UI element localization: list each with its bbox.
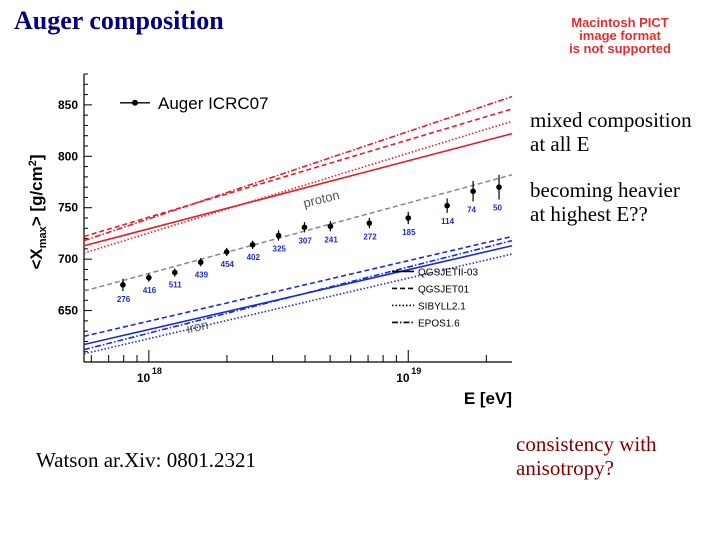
legend-model-name: QGSJET01 [418, 284, 470, 295]
legend-data-marker [132, 99, 138, 106]
x-tick-exponent: 19 [411, 366, 421, 376]
data-marker [405, 215, 412, 221]
data-marker [444, 202, 450, 209]
note-anisotropy-line-1: consistency with [516, 432, 657, 456]
y-tick-label: 750 [58, 201, 78, 215]
pict-line-1: Macintosh PICT [571, 15, 669, 30]
data-marker [146, 274, 152, 281]
event-count-label: 185 [402, 228, 416, 237]
note-mixed-line-2: at all E [530, 132, 590, 156]
y-axis-label-part: <X [27, 248, 46, 270]
data-point: 276 [117, 278, 131, 304]
chart-legend: Auger ICRC07 QGSJETII-03 QGSJET01 SIBYLL2.1… [120, 94, 478, 329]
data-point: 511 [169, 268, 182, 290]
data-point: 50 [493, 174, 502, 212]
x-tick-base: 10 [396, 371, 410, 385]
y-axis-label-part: 2 [27, 160, 39, 166]
iron-label: iron [185, 317, 209, 336]
data-marker [366, 220, 373, 226]
elongation-fit-line [83, 174, 513, 292]
event-count-label: 325 [273, 245, 287, 254]
event-count-label: 50 [493, 203, 502, 212]
note-anisotropy-line-2: anisotropy? [516, 456, 614, 480]
iron-line [83, 239, 513, 351]
pict-line-3: is not supported [569, 41, 671, 56]
event-count-label: 74 [467, 206, 476, 215]
note-mixed-line-1: mixed composition [530, 108, 692, 132]
data-point: 439 [195, 258, 209, 279]
note-becoming-heavier: becoming heavier at highest E?? [530, 178, 720, 226]
data-marker [171, 269, 178, 276]
data-marker [470, 188, 476, 195]
note-heavier-line-1: becoming heavier [530, 178, 680, 202]
data-fit [83, 174, 513, 292]
proton-line [83, 95, 513, 242]
data-point: 272 [363, 218, 377, 241]
proton-line [83, 132, 513, 247]
axis-labels: <Xmax> [g/cm2] E [eV] [27, 154, 512, 408]
legend-model-name: EPOS1.6 [418, 318, 460, 329]
data-point: 185 [402, 211, 416, 237]
data-marker [275, 232, 282, 239]
y-tick-label: 650 [58, 304, 78, 318]
data-point: 454 [221, 247, 235, 269]
event-count-label: 402 [247, 253, 261, 262]
event-count-label: 114 [441, 217, 454, 226]
y-tick-label: 700 [58, 252, 78, 266]
page-title: Auger composition [14, 6, 224, 35]
event-count-label: 272 [363, 232, 377, 241]
x-tick-exponent: 18 [152, 366, 162, 376]
proton-line [83, 120, 513, 254]
event-count-label: 276 [117, 295, 131, 304]
data-marker [249, 241, 256, 248]
y-axis-label: <Xmax> [g/cm2] [27, 154, 49, 269]
data-marker [197, 259, 204, 266]
data-marker [301, 224, 308, 231]
x-tick-label: 10 18 [137, 366, 162, 385]
x-tick-label: 10 19 [396, 366, 421, 385]
event-count-label: 454 [221, 260, 235, 269]
data-point: 74 [467, 180, 477, 215]
citation: Watson ar.Xiv: 0801.2321 [36, 448, 256, 472]
data-point: 402 [247, 240, 261, 262]
legend-data-name: Auger ICRC07 [158, 94, 269, 113]
event-count-label: 241 [324, 235, 338, 244]
data-marker [223, 249, 230, 255]
proton-label: proton [302, 187, 341, 210]
data-point: 114 [441, 198, 455, 226]
note-heavier-line-2: at highest E?? [530, 202, 648, 226]
note-mixed-composition: mixed composition at all E [530, 108, 720, 156]
y-tick-label: 850 [58, 98, 78, 112]
event-count-label: 307 [298, 236, 312, 245]
iron-line [83, 235, 513, 338]
data-point: 307 [298, 222, 312, 245]
data-marker [496, 184, 502, 190]
note-anisotropy: consistency with anisotropy? [516, 432, 716, 480]
event-count-label: 439 [195, 270, 209, 279]
data-point: 416 [143, 273, 157, 295]
unsupported-image-placeholder: Macintosh PICT image format is not suppo… [545, 16, 695, 55]
event-count-label: 416 [143, 286, 157, 295]
data-marker [327, 223, 334, 230]
x-axis-label: E [eV] [464, 389, 512, 408]
data-point: 241 [324, 221, 338, 244]
proton-line [83, 108, 513, 238]
data-point: 325 [273, 230, 287, 254]
event-count-label: 511 [169, 281, 182, 290]
legend-model-name: SIBYLL2.1 [418, 301, 466, 312]
y-axis-label-part: max [37, 225, 49, 248]
legend-model-name: QGSJETII-03 [418, 267, 478, 278]
pict-line-2: image format [579, 28, 661, 43]
x-tick-base: 10 [137, 371, 151, 385]
y-tick-label: 800 [58, 149, 78, 163]
data-points: 276 416 511 439 454 402 325 307 241 272 185 114 74 50… [117, 174, 502, 304]
y-axis-label-part: > [g/cm [27, 166, 46, 226]
data-marker [120, 282, 126, 288]
y-axis-label-part: ] [27, 154, 46, 160]
